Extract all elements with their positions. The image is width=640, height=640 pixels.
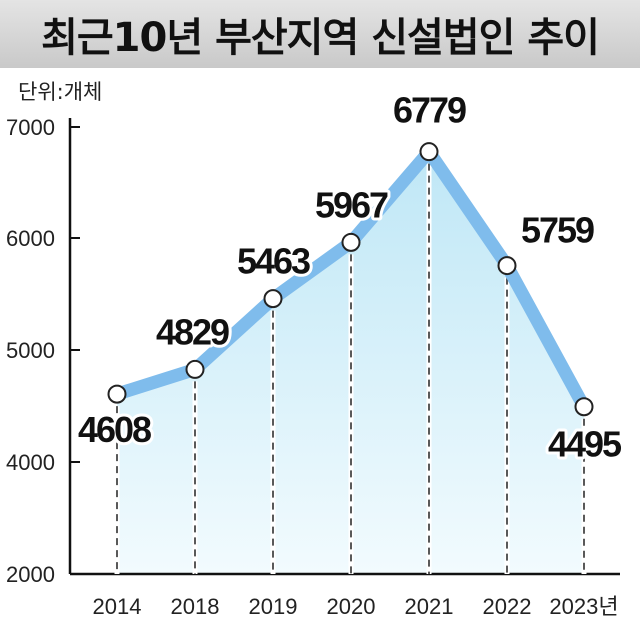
chart-title: 최근10년 부산지역 신설법인 추이 (41, 15, 600, 61)
x-tick-label: 2014 (93, 594, 142, 619)
x-tick-label: 2022 (483, 594, 532, 619)
y-tick-label: 5000 (6, 338, 55, 363)
data-point (497, 256, 517, 276)
data-label: 5759 (521, 210, 594, 251)
y-tick-label: 4000 (6, 450, 55, 475)
data-label: 4608 (78, 409, 151, 450)
data-label: 4495 (548, 424, 622, 465)
data-label: 4829 (156, 311, 229, 352)
data-point (341, 232, 361, 252)
data-point (574, 397, 594, 417)
x-tick-label: 2021 (405, 594, 454, 619)
data-label: 6779 (393, 90, 466, 131)
data-label: 5463 (237, 241, 310, 282)
data-point (185, 359, 205, 379)
x-tick-label: 2023년 (549, 594, 618, 619)
data-point (419, 142, 439, 162)
data-point (107, 384, 127, 404)
data-point (263, 289, 283, 309)
data-label: 5967 (315, 184, 388, 225)
y-tick-label: 7000 (6, 115, 55, 140)
x-tick-label: 2018 (171, 594, 220, 619)
unit-label: 단위:개체 (18, 80, 103, 104)
y-tick-label: 2000 (6, 562, 55, 587)
x-tick-label: 2020 (327, 594, 376, 619)
title-bar: 최근10년 부산지역 신설법인 추이 (0, 0, 640, 68)
y-tick-label: 6000 (6, 226, 55, 251)
x-tick-label: 2019 (249, 594, 298, 619)
